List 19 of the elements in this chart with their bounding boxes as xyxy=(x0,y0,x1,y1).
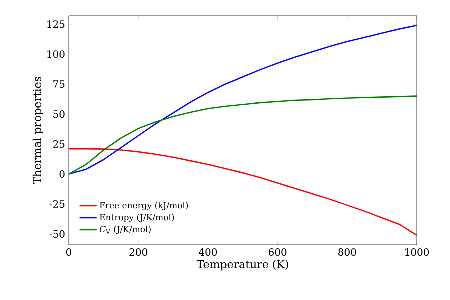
y-tick-label: 75 xyxy=(54,80,65,88)
y-tick-label: 125 xyxy=(48,20,65,28)
y-axis-title: Thermal properties xyxy=(32,77,44,184)
y-tick-label: 25 xyxy=(53,140,65,148)
y-tick-label: -50 xyxy=(50,230,65,238)
y-tick-label: 50 xyxy=(54,110,65,118)
legend-label: Entropy (J/K/mol) xyxy=(100,214,174,222)
x-axis-title: Temperature (K) xyxy=(196,260,288,271)
y-tick-label: 100 xyxy=(48,50,65,58)
x-tick-label: 600 xyxy=(268,248,287,256)
x-tick-label: 800 xyxy=(338,248,356,256)
x-tick-label: 1000 xyxy=(406,248,430,256)
x-tick-label: 200 xyxy=(130,248,148,256)
y-tick-label: 0 xyxy=(60,170,65,178)
y-tick-label: -25 xyxy=(50,200,65,208)
x-tick-label: 400 xyxy=(198,248,218,256)
legend-label: C$_{V}$ (J/K/mol) xyxy=(100,226,151,234)
x-tick-label: 0 xyxy=(66,248,72,256)
legend-label: Free energy (kJ/mol) xyxy=(100,202,188,210)
